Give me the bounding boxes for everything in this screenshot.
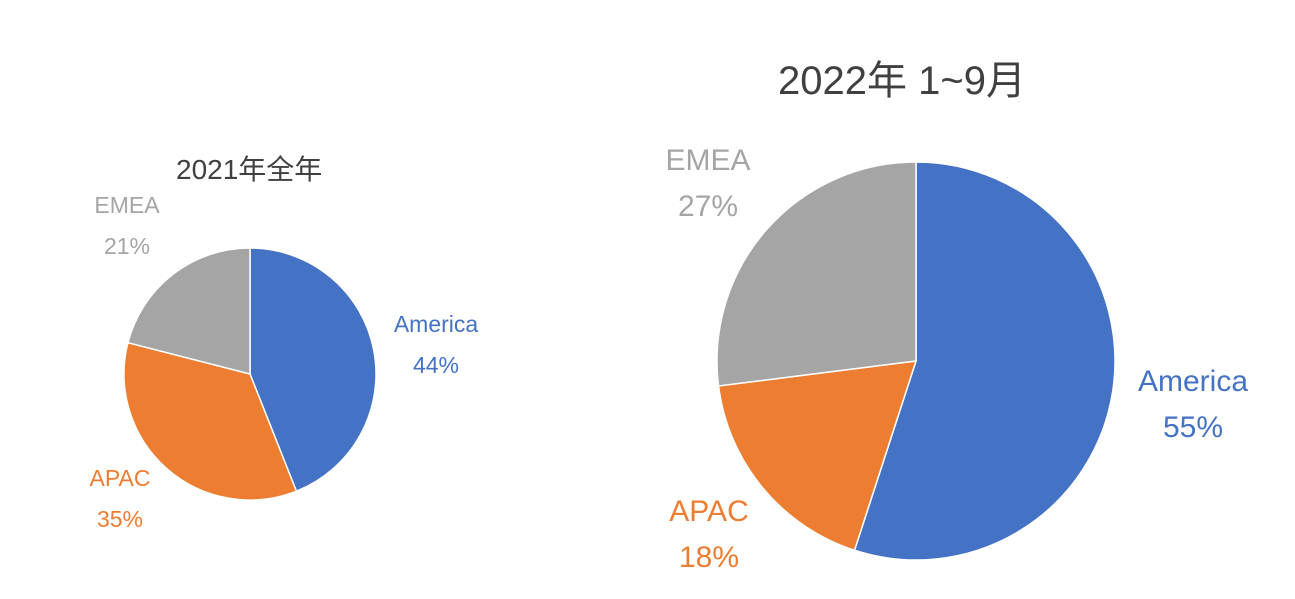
label-name: America <box>393 311 479 337</box>
label-value: 18% <box>678 541 740 574</box>
label-america: America 55% <box>1138 367 1248 443</box>
label-name: EMEA <box>94 192 160 218</box>
pie-slice-emea <box>127 247 251 375</box>
label-name: EMEA <box>665 144 751 177</box>
label-apac: APAC 18% <box>669 497 748 573</box>
pie-slice-america <box>249 247 377 493</box>
label-value: 44% <box>412 352 460 378</box>
label-emea: EMEA 27% <box>665 146 750 222</box>
label-value: 27% <box>677 190 739 223</box>
label-value: 35% <box>96 506 144 532</box>
label-value: 55% <box>1162 411 1224 444</box>
label-apac: APAC 35% <box>90 467 151 531</box>
label-america: America 44% <box>394 313 478 377</box>
label-emea: EMEA 21% <box>94 194 159 258</box>
chart-title: 2021年全年 <box>176 154 323 185</box>
label-name: APAC <box>669 495 749 528</box>
pie-slice-apac <box>717 360 918 552</box>
label-name: APAC <box>89 465 151 491</box>
pie-slice-america <box>853 161 1116 561</box>
pie-slice-apac <box>123 341 298 501</box>
label-name: America <box>1137 365 1249 398</box>
pie-slice-emea <box>716 161 917 387</box>
label-value: 21% <box>103 233 151 259</box>
chart-title: 2022年 1~9月 <box>778 59 1026 103</box>
